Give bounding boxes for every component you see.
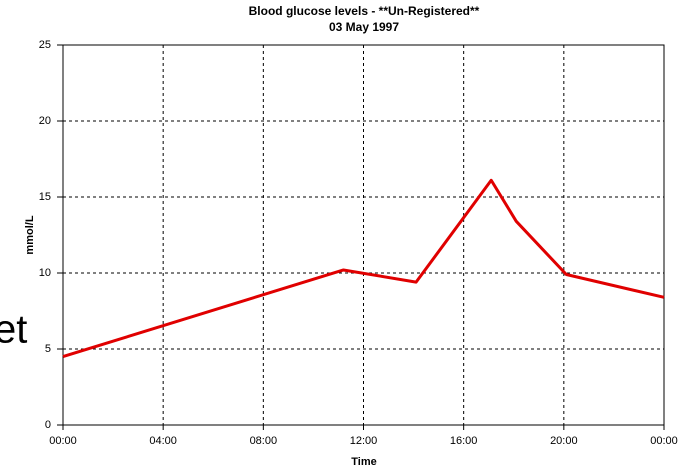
plot-border (62, 44, 665, 426)
y-tick-label: 25 (39, 39, 51, 51)
y-tick-label: 15 (39, 191, 51, 203)
y-tick-label: 20 (39, 115, 51, 127)
data-line (62, 178, 665, 359)
x-tick-label: 12:00 (350, 435, 378, 447)
x-axis-label: Time (351, 456, 376, 468)
background-text: et (0, 308, 27, 352)
x-tick-label: 00:00 (650, 435, 678, 447)
plot-area (63, 45, 664, 425)
chart-subtitle: 03 May 1997 (329, 20, 399, 34)
chart-title: Blood glucose levels - **Un-Registered** (249, 4, 480, 18)
x-tick-label: 00:00 (49, 435, 77, 447)
y-axis-label: mmol/L (24, 215, 36, 254)
x-tick-label: 04:00 (149, 435, 177, 447)
y-tick-label: 10 (39, 267, 51, 279)
y-tick-label: 5 (45, 343, 51, 355)
x-tick-label: 20:00 (550, 435, 578, 447)
y-tick-label: 0 (45, 419, 51, 431)
x-tick-label: 08:00 (250, 435, 278, 447)
x-tick-label: 16:00 (450, 435, 478, 447)
